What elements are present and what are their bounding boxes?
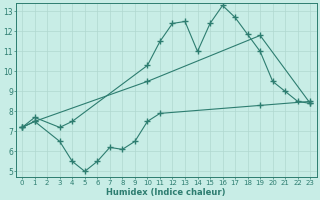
X-axis label: Humidex (Indice chaleur): Humidex (Indice chaleur) [107, 188, 226, 197]
